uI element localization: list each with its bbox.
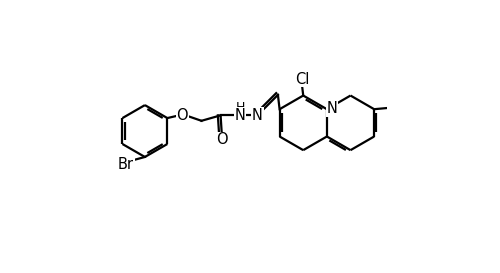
Text: O: O <box>216 132 228 147</box>
Text: Cl: Cl <box>294 72 309 87</box>
Text: O: O <box>176 108 188 123</box>
Text: H: H <box>236 101 245 114</box>
Text: N: N <box>234 108 245 123</box>
Text: N: N <box>326 101 337 116</box>
Text: N: N <box>252 108 263 123</box>
Text: Br: Br <box>118 157 134 172</box>
